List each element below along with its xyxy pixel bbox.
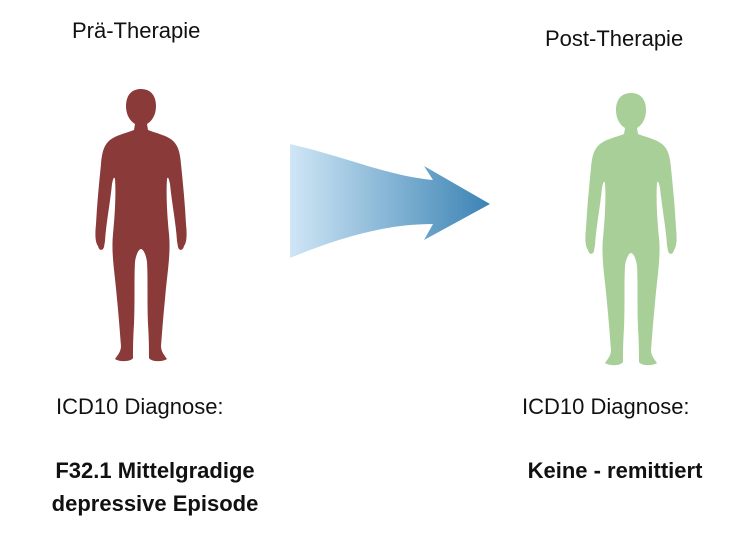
pre-therapy-title: Prä-Therapie [72,18,201,43]
pre-therapy-figure-icon [95,89,187,362]
pre-diagnosis-value: F32.1 Mittelgradige depressive Episode [30,454,280,520]
arrow-shape [290,144,490,258]
post-therapy-title: Post-Therapie [545,26,684,51]
pre-diagnosis-line2: depressive Episode [51,491,259,516]
post-therapy-figure-icon [585,93,677,366]
post-figure-silhouette [585,93,677,366]
pre-diagnosis-label: ICD10 Diagnose: [56,394,224,419]
post-diagnosis-label: ICD10 Diagnose: [522,394,690,419]
pre-diagnosis-line1: F32.1 Mittelgradige [55,458,255,483]
transition-arrow-icon [290,144,490,258]
pre-figure-silhouette [95,89,187,362]
post-diagnosis-value: Keine - remittiert [527,458,703,483]
